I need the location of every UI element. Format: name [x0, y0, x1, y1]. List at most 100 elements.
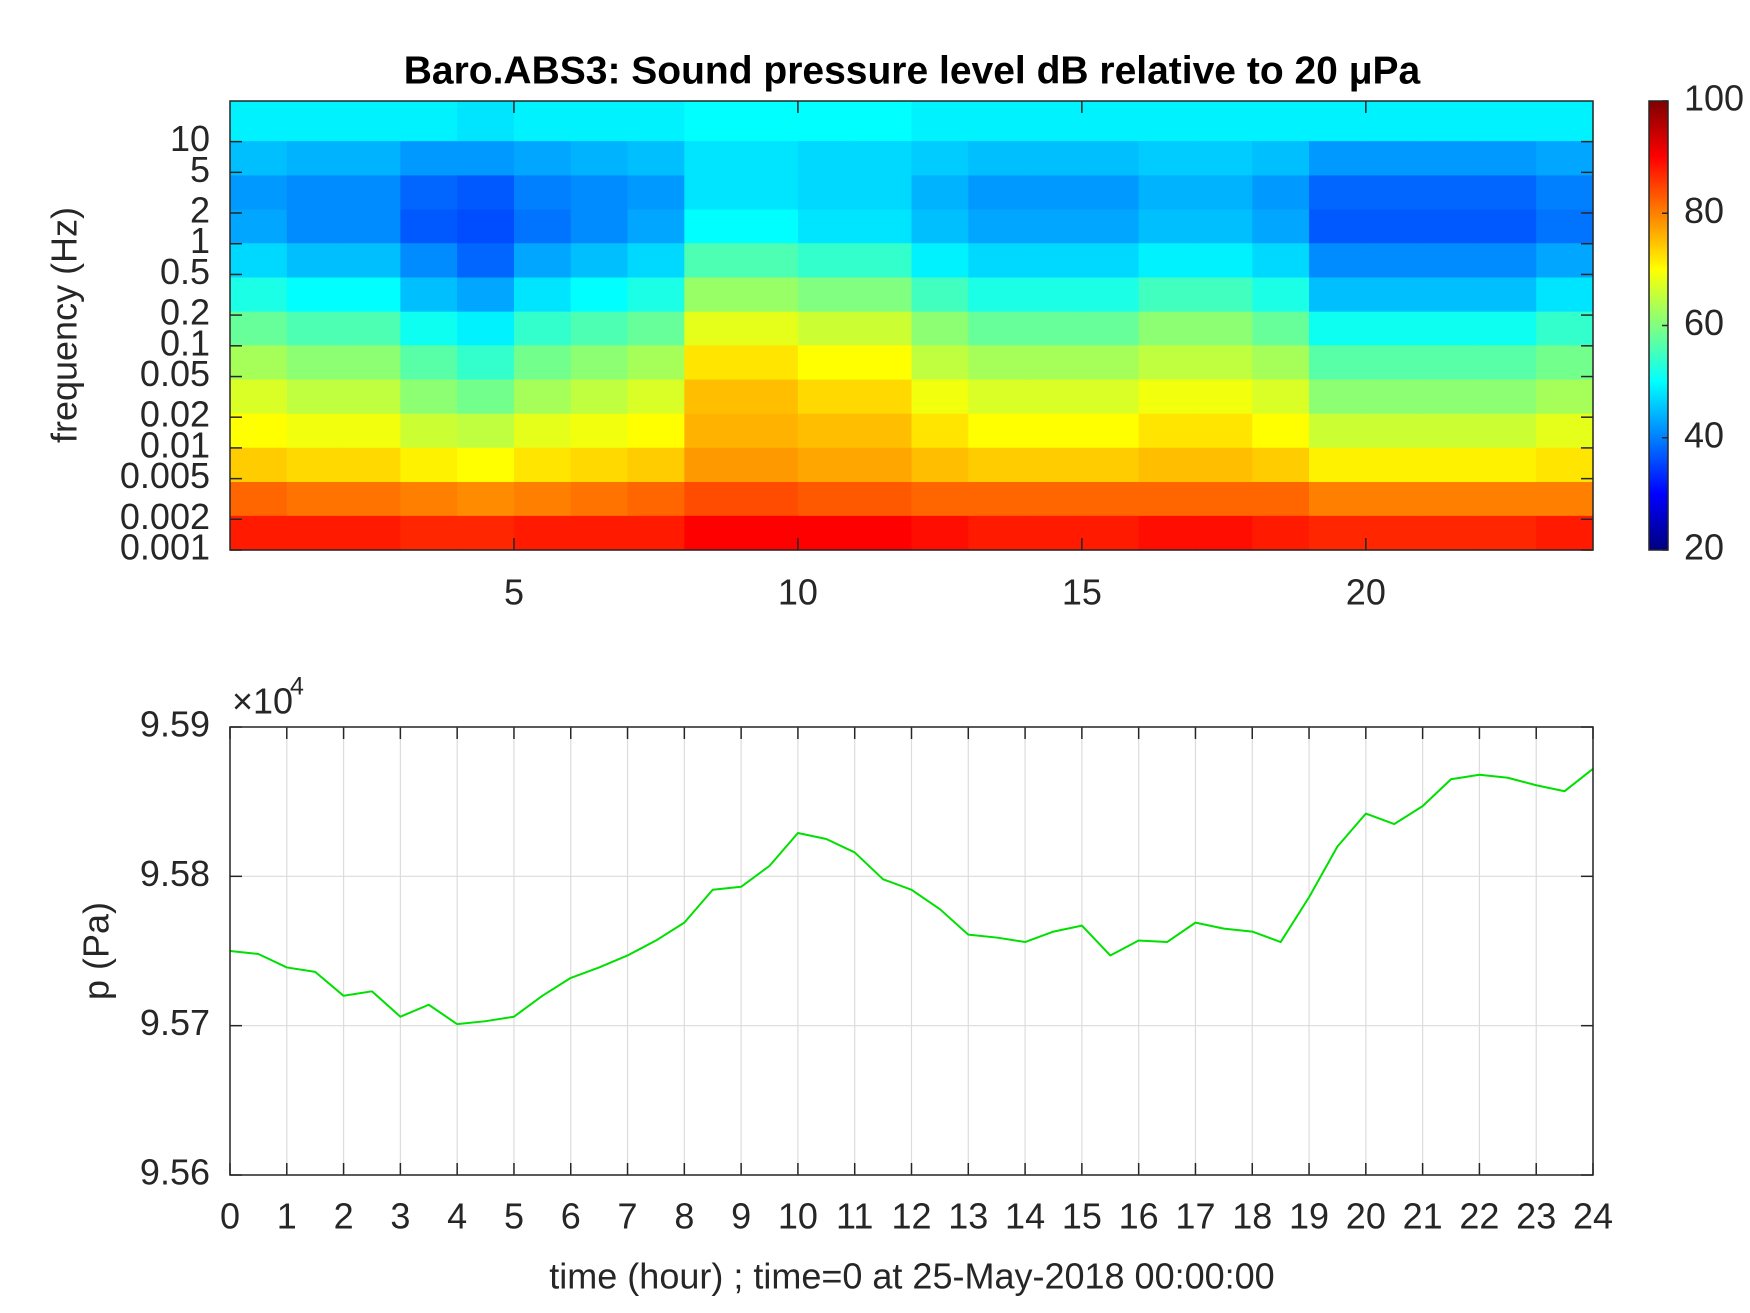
heatmap-cell [741, 515, 799, 551]
heatmap-cell [854, 481, 913, 516]
heatmap-cell [1252, 242, 1310, 278]
y-tick-label: 2 [190, 190, 210, 231]
colorbar-tick-label: 20 [1684, 527, 1724, 568]
heatmap-cell [457, 208, 515, 244]
heatmap-cell [684, 447, 742, 482]
heatmap-cell [854, 101, 913, 142]
heatmap-cell [854, 311, 913, 346]
heatmap-cell [1138, 174, 1197, 210]
heatmap-cell [1365, 276, 1424, 312]
heatmap-cell [1422, 311, 1481, 346]
heatmap-cell [627, 481, 685, 516]
heatmap-cell [1365, 481, 1424, 516]
heatmap-cell [1422, 481, 1481, 516]
heatmap-cell [797, 378, 856, 414]
heatmap-cell [627, 276, 685, 312]
heatmap-cell [741, 413, 799, 448]
colorbar-tick-label: 80 [1684, 190, 1724, 231]
heatmap-cell [1252, 311, 1310, 346]
heatmap-cell [230, 208, 288, 244]
heatmap-cell [1309, 140, 1367, 176]
x-tick-label: 15 [1062, 572, 1102, 613]
y-tick-label: 9.59 [140, 704, 210, 745]
heatmap-cell [1252, 140, 1310, 176]
heatmap-cell [1081, 515, 1140, 551]
heatmap-cell [684, 140, 742, 176]
y-tick-label: 0.2 [160, 292, 210, 333]
heatmap-cell [684, 378, 742, 414]
heatmap-cell [570, 481, 629, 516]
heatmap-cell [570, 140, 629, 176]
heatmap-cell [570, 311, 629, 346]
heatmap-cell [230, 378, 288, 414]
heatmap-cell [968, 311, 1026, 346]
heatmap-cell [854, 515, 913, 551]
heatmap-cell [684, 515, 742, 551]
heatmap-cell [400, 344, 458, 380]
heatmap-cell [968, 413, 1026, 448]
heatmap-cell [627, 311, 685, 346]
heatmap-cell [457, 481, 515, 516]
heatmap-cell [1138, 276, 1197, 312]
y-tick-label: 0.005 [120, 455, 210, 496]
heatmap-cell [286, 447, 345, 482]
heatmap-cell [911, 413, 969, 448]
heatmap-cell [1365, 311, 1424, 346]
heatmap-cell [1195, 413, 1253, 448]
heatmap-cell [1081, 413, 1140, 448]
heatmap-cell [968, 515, 1026, 551]
heatmap-cell [968, 174, 1026, 210]
heatmap-cell [286, 208, 345, 244]
y-axis-label: frequency (Hz) [44, 207, 85, 443]
heatmap-cell [1536, 378, 1594, 414]
heatmap-cell [968, 140, 1026, 176]
heatmap-cell [1025, 515, 1083, 551]
heatmap-cell [854, 140, 913, 176]
heatmap-cell [230, 515, 288, 551]
heatmap-cell [457, 413, 515, 448]
heatmap-cell [1479, 311, 1537, 346]
heatmap-cell [400, 413, 458, 448]
heatmap-cell [230, 344, 288, 380]
heatmap-cell [286, 242, 345, 278]
heatmap-cell [797, 344, 856, 380]
heatmap-cell [1479, 413, 1537, 448]
heatmap-cell [457, 344, 515, 380]
x-tick-label: 20 [1346, 1196, 1386, 1237]
heatmap-cell [1309, 208, 1367, 244]
heatmap-cell [1309, 515, 1367, 551]
heatmap-cell [286, 101, 345, 142]
heatmap-cell [854, 242, 913, 278]
heatmap-cell [1309, 447, 1367, 482]
heatmap-cell [1081, 344, 1140, 380]
heatmap-cell [343, 481, 401, 516]
heatmap-cell [741, 447, 799, 482]
x-tick-label: 16 [1119, 1196, 1159, 1237]
colorbar-tick-label: 100 [1684, 78, 1744, 119]
x-tick-label: 21 [1403, 1196, 1443, 1237]
heatmap-cell [1252, 447, 1310, 482]
heatmap-cell [1195, 140, 1253, 176]
heatmap-cell [1081, 378, 1140, 414]
heatmap-cell [400, 447, 458, 482]
heatmap-cell [513, 174, 572, 210]
heatmap-cell [1081, 311, 1140, 346]
heatmap-cell [570, 242, 629, 278]
heatmap-cell [230, 101, 288, 142]
heatmap-cell [741, 140, 799, 176]
heatmap-cell [1025, 378, 1083, 414]
heatmap-cell [1422, 276, 1481, 312]
x-tick-label: 11 [836, 1196, 873, 1237]
heatmap-cell [400, 140, 458, 176]
heatmap-cell [286, 481, 345, 516]
heatmap-cell [1422, 101, 1481, 142]
heatmap-cell [343, 174, 401, 210]
x-tick-label: 6 [561, 1196, 581, 1237]
heatmap-cell [1252, 378, 1310, 414]
x-tick-label: 24 [1573, 1196, 1613, 1237]
heatmap-cell [854, 276, 913, 312]
heatmap-cell [1422, 447, 1481, 482]
heatmap-cell [230, 276, 288, 312]
heatmap-cell [343, 101, 401, 142]
heatmap-cell [230, 140, 288, 176]
